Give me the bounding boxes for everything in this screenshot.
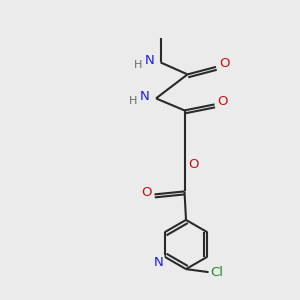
Text: Cl: Cl — [210, 266, 224, 279]
Text: N: N — [140, 90, 149, 104]
Text: O: O — [218, 95, 228, 108]
Text: N: N — [145, 54, 155, 68]
Text: O: O — [188, 158, 199, 171]
Text: O: O — [219, 57, 230, 70]
Text: H: H — [134, 60, 142, 70]
Text: O: O — [141, 186, 152, 200]
Text: N: N — [154, 256, 164, 269]
Text: H: H — [128, 96, 137, 106]
